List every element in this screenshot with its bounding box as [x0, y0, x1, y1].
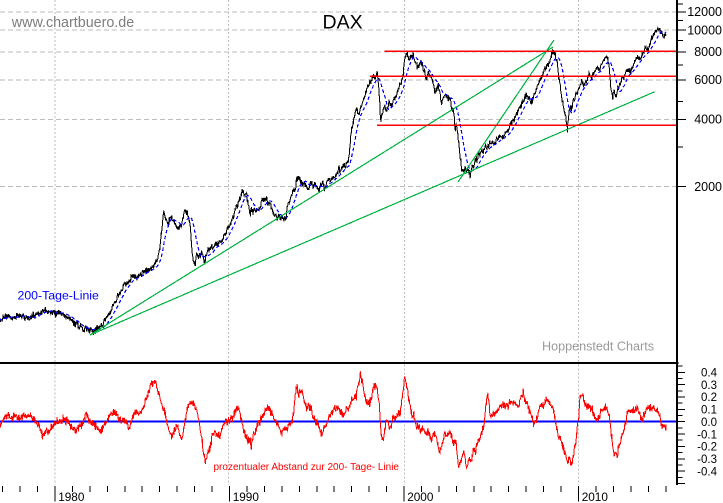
svg-text:Hoppenstedt Charts: Hoppenstedt Charts: [542, 340, 654, 354]
svg-text:6000: 6000: [694, 73, 722, 87]
svg-text:-0.4: -0.4: [697, 466, 717, 478]
svg-text:10000: 10000: [687, 23, 722, 37]
svg-text:0.1: 0.1: [701, 405, 717, 417]
svg-text:0.4: 0.4: [701, 368, 718, 380]
svg-text:4000: 4000: [694, 113, 722, 127]
svg-text:8000: 8000: [694, 45, 722, 59]
svg-text:2010: 2010: [582, 490, 609, 503]
svg-text:2000: 2000: [694, 180, 722, 194]
svg-text:12000: 12000: [687, 5, 722, 19]
svg-text:200-Tage-Linie: 200-Tage-Linie: [18, 289, 100, 303]
svg-text:0.3: 0.3: [701, 380, 717, 392]
svg-text:-0.2: -0.2: [697, 442, 717, 454]
svg-text:-0.1: -0.1: [697, 429, 717, 441]
svg-text:0.0: 0.0: [701, 417, 717, 429]
svg-text:prozentualer Abstand zur 200-: prozentualer Abstand zur 200- Tage- Lini…: [214, 462, 400, 473]
svg-text:1990: 1990: [233, 490, 260, 503]
svg-text:DAX: DAX: [323, 12, 363, 34]
svg-text:www.chartbuero.de: www.chartbuero.de: [11, 15, 134, 31]
svg-text:-0.3: -0.3: [697, 454, 717, 466]
svg-text:1980: 1980: [58, 490, 85, 503]
svg-text:2000: 2000: [407, 490, 434, 503]
svg-text:0.2: 0.2: [701, 392, 717, 404]
